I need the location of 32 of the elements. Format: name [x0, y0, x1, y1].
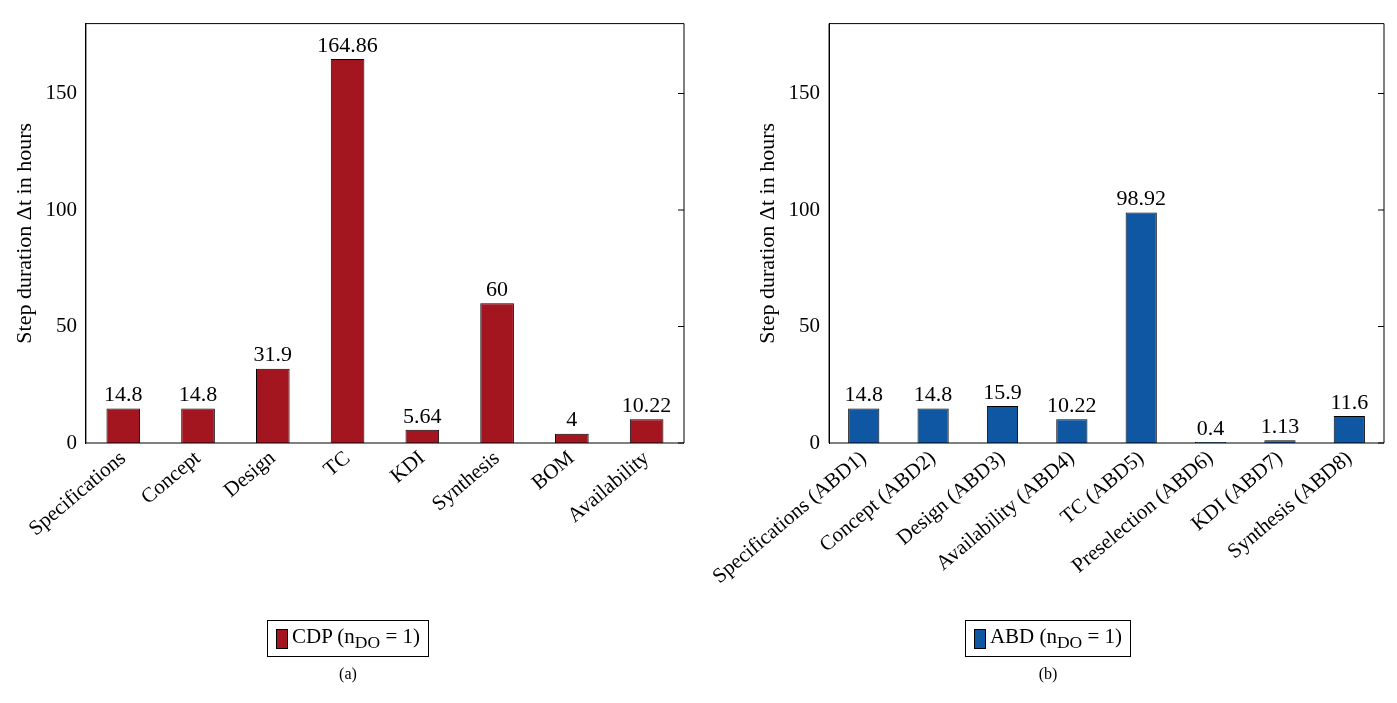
y-axis-title: Step duration Δt in hours — [10, 122, 36, 344]
y-tick-label: 0 — [809, 429, 821, 454]
text: (b) — [1038, 665, 1058, 684]
y-tick-label: 50 — [55, 313, 77, 338]
data-label: 14.8 — [844, 381, 883, 407]
y-tick-label: 50 — [799, 313, 821, 338]
data-label: 14.8 — [913, 381, 953, 407]
data-label: 31.9 — [253, 341, 293, 367]
data-label: 5.64 — [403, 402, 442, 428]
data-label: 15.9 — [983, 378, 1022, 404]
data-label: 0.4 — [1196, 414, 1225, 440]
data-label: 98.92 — [1116, 185, 1166, 211]
y-axis-title: Step duration Δt in hours — [754, 122, 780, 344]
data-label: 11.6 — [1330, 388, 1369, 414]
legend-label: CDP (n$_{DO}$ = 1) — [292, 624, 420, 654]
y-tick-label: 150 — [788, 80, 821, 105]
data-label: 60 — [486, 275, 509, 301]
data-label: 14.8 — [104, 381, 143, 407]
data-label: 14.8 — [178, 381, 218, 407]
y-tick-label: 0 — [66, 429, 77, 454]
data-label: 4 — [566, 406, 578, 432]
x-tick-label: TC — [318, 445, 355, 481]
y-tick-label: 100 — [45, 196, 77, 221]
y-tick-label: 150 — [45, 80, 77, 105]
data-label: 164.86 — [317, 31, 378, 57]
y-tick-label: 100 — [788, 196, 821, 221]
text: (a) — [339, 665, 357, 684]
x-tick-label: KDI — [385, 445, 430, 488]
data-label: 1.13 — [1260, 413, 1300, 439]
data-label: 10.22 — [621, 391, 672, 417]
data-label: 10.22 — [1047, 391, 1097, 417]
legend-label: ABD (n$_{DO}$ = 1) — [989, 624, 1123, 654]
